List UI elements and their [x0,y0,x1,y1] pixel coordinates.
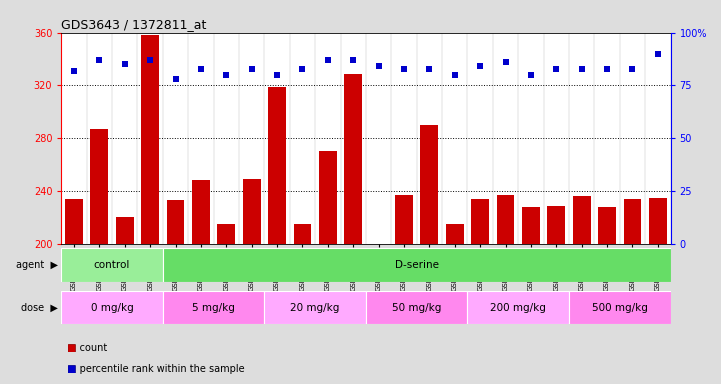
Point [576,65,588,71]
Text: GDS3643 / 1372811_at: GDS3643 / 1372811_at [61,18,207,31]
Bar [293,224,311,244]
Text: control: control [94,260,131,270]
Bar [167,200,185,244]
Bar [446,224,464,244]
Text: 5 mg/kg: 5 mg/kg [193,303,235,313]
Bar [61,291,163,324]
Point [348,57,359,63]
Text: ■: ■ [61,343,76,353]
Bar [345,74,362,244]
Bar [218,224,235,244]
Point [271,72,283,78]
Bar [649,198,667,244]
Text: 0 mg/kg: 0 mg/kg [91,303,133,313]
Bar [192,180,210,244]
Text: dose  ▶: dose ▶ [21,303,58,313]
Point [144,57,156,63]
Text: D-serine: D-serine [394,260,438,270]
Point [119,61,131,67]
Point [221,72,232,78]
Point [68,68,80,74]
Point [652,51,663,57]
Point [373,63,384,70]
Bar [243,179,260,244]
Text: agent  ▶: agent ▶ [16,260,58,270]
Point [627,65,638,71]
Point [449,72,461,78]
Bar [624,199,642,244]
Point [551,65,562,71]
Bar [522,207,540,244]
Bar [265,291,366,324]
Bar [572,196,590,244]
Bar [569,291,671,324]
Point [94,57,105,63]
Text: ■ count: ■ count [61,343,107,353]
Bar [420,125,438,244]
Point [195,65,207,71]
Bar [163,248,671,282]
Bar [467,291,569,324]
Text: 50 mg/kg: 50 mg/kg [392,303,441,313]
Bar [65,199,83,244]
Bar [319,151,337,244]
Text: ■: ■ [61,364,76,374]
Point [296,65,308,71]
Bar [598,207,616,244]
Text: 20 mg/kg: 20 mg/kg [291,303,340,313]
Point [169,76,181,82]
Bar [395,195,413,244]
Bar [547,205,565,244]
Bar [366,291,467,324]
Point [424,65,435,71]
Text: 200 mg/kg: 200 mg/kg [490,303,546,313]
Bar [90,129,108,244]
Bar [141,35,159,244]
Bar [163,291,265,324]
Point [500,59,511,65]
Bar [116,217,133,244]
Point [322,57,334,63]
Point [398,65,410,71]
Point [601,65,613,71]
Bar [268,87,286,244]
Point [246,65,257,71]
Point [525,72,536,78]
Point [474,63,486,70]
Bar [472,199,489,244]
Text: ■ percentile rank within the sample: ■ percentile rank within the sample [61,364,245,374]
Bar [61,248,163,282]
Text: 500 mg/kg: 500 mg/kg [592,303,647,313]
Bar [497,195,514,244]
